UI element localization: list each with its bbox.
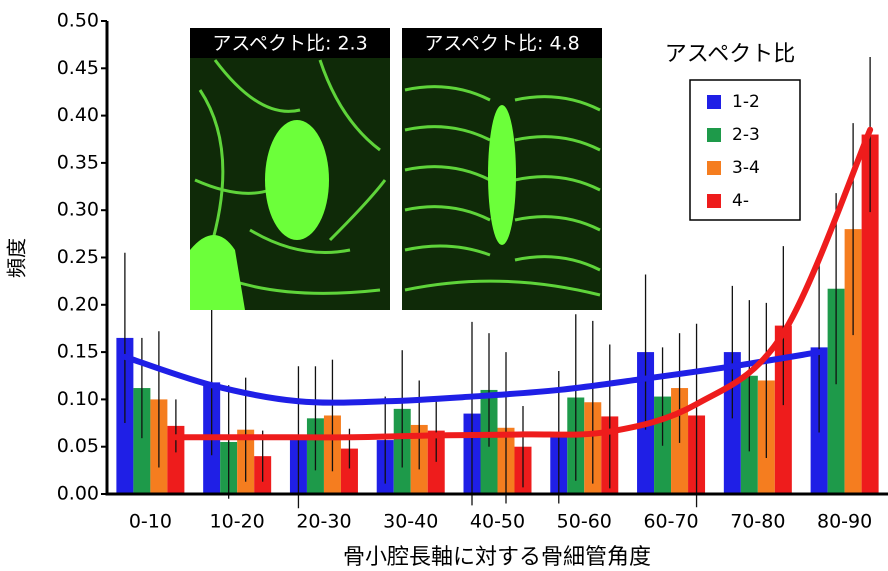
y-tick-label: 0.45 — [57, 57, 99, 79]
x-tick-label: 80-90 — [817, 511, 872, 533]
y-tick-label: 0.05 — [57, 435, 99, 457]
y-tick-label: 0.10 — [57, 388, 99, 410]
y-tick-label: 0.50 — [57, 10, 99, 32]
legend-swatch — [707, 128, 721, 142]
inset-2 — [402, 28, 602, 310]
inset-label: アスペクト比: 4.8 — [424, 33, 579, 55]
y-tick-label: 0.15 — [57, 341, 99, 363]
legend-label: 3-4 — [732, 158, 760, 178]
y-tick-label: 0.35 — [57, 151, 99, 173]
y-tick-label: 0.30 — [57, 199, 99, 221]
x-tick-label: 0-10 — [129, 511, 172, 533]
y-tick-label: 0.25 — [57, 246, 99, 268]
legend-swatch — [707, 161, 721, 175]
x-tick-label: 70-80 — [730, 511, 785, 533]
y-tick-label: 0.40 — [57, 104, 99, 126]
x-axis-label: 骨小腔長軸に対する骨細管角度 — [343, 545, 651, 570]
x-tick-label: 50-60 — [557, 511, 612, 533]
inset-label: アスペクト比: 2.3 — [212, 33, 367, 55]
x-tick-label: 10-20 — [210, 511, 265, 533]
y-tick-label: 0.00 — [57, 483, 99, 505]
legend-swatch — [707, 95, 721, 109]
x-tick-label: 60-70 — [643, 511, 698, 533]
y-tick-label: 0.20 — [57, 293, 99, 315]
y-axis-label: 頻度 — [5, 238, 29, 278]
legend-label: 1-2 — [732, 92, 760, 112]
x-tick-label: 20-30 — [296, 511, 351, 533]
x-tick-label: 30-40 — [383, 511, 438, 533]
legend-label: 2-3 — [732, 125, 760, 145]
legend-label: 4- — [732, 191, 749, 211]
inset-1 — [190, 28, 390, 310]
x-tick-label: 40-50 — [470, 511, 525, 533]
chart: 0.00 0.05 0.10 0.15 0.20 0.25 0.30 0.35 0.40 0.45… — [0, 0, 888, 571]
legend-swatch — [707, 194, 721, 208]
legend-title: アスペクト比 — [665, 42, 795, 67]
